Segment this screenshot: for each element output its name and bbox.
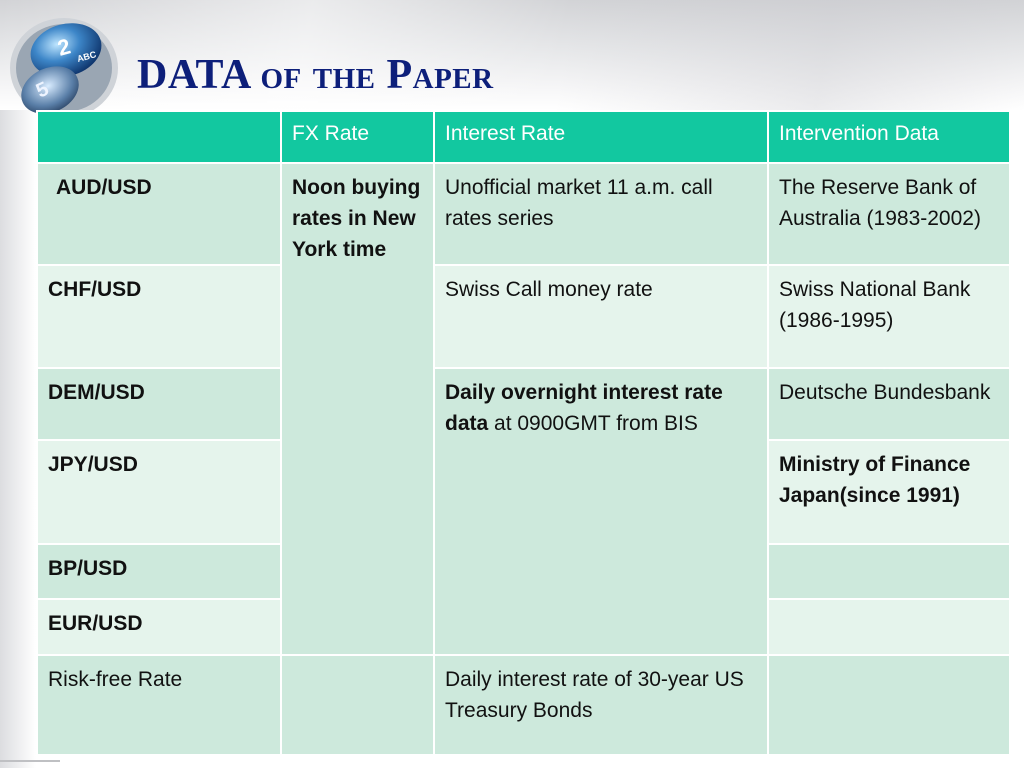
row-label-chf-usd: CHF/USD bbox=[36, 264, 282, 369]
slide-title-main: DATA bbox=[137, 52, 250, 98]
data-table: FX Rate Interest Rate Intervention Data … bbox=[36, 110, 1011, 756]
slide-footer-line bbox=[0, 760, 60, 762]
fx-rate-merged-cell: Noon buying rates in New York time bbox=[280, 162, 435, 656]
header-cell-fx-rate: FX Rate bbox=[280, 110, 435, 164]
table-row-chf-usd: CHF/USD Swiss Call money rate Swiss Nati… bbox=[36, 264, 1011, 369]
interest-rate-bis-merged-cell: Daily overnight interest rate data at 09… bbox=[433, 367, 769, 656]
bis-interest-bold: Daily overnight interest rate data bbox=[445, 381, 723, 435]
intervention-bp-usd bbox=[767, 543, 1011, 600]
intervention-jpy-usd: Ministry of Finance Japan(since 1991) bbox=[767, 439, 1011, 545]
row-label-dem-usd: DEM/USD bbox=[36, 367, 282, 441]
row-label-bp-usd: BP/USD bbox=[36, 543, 282, 600]
interest-rate-chf-usd: Swiss Call money rate bbox=[433, 264, 769, 369]
slide-title: DATA of the Paper bbox=[137, 50, 494, 100]
phone-keypad-keys-icon: 2 ABC 5 bbox=[10, 18, 118, 118]
table-header-row: FX Rate Interest Rate Intervention Data bbox=[36, 110, 1011, 164]
slide-background-sheen bbox=[0, 0, 1024, 110]
key-top-letters: ABC bbox=[76, 49, 98, 64]
intervention-aud-usd: The Reserve Bank of Australia (1983-2002… bbox=[767, 162, 1011, 266]
table-row-aud-usd: AUD/USD Noon buying rates in New York ti… bbox=[36, 162, 1011, 656]
table-row-bp-usd: BP/USD bbox=[36, 543, 1011, 600]
intervention-dem-usd: Deutsche Bundesbank bbox=[767, 367, 1011, 441]
slide-left-shade bbox=[0, 110, 36, 768]
intervention-risk-free-rate bbox=[767, 654, 1011, 756]
intervention-eur-usd bbox=[767, 598, 1011, 656]
interest-rate-aud-usd: Unofficial market 11 a.m. call rates ser… bbox=[433, 162, 769, 266]
row-label-risk-free-rate: Risk-free Rate bbox=[36, 654, 282, 756]
table-row-eur-usd: EUR/USD bbox=[36, 598, 1011, 656]
header-cell-empty bbox=[36, 110, 282, 164]
table-row-risk-free-rate: Risk-free Rate Daily interest rate of 30… bbox=[36, 654, 1011, 756]
slide-title-rest: of the Paper bbox=[260, 52, 494, 98]
interest-rate-risk-free-rate: Daily interest rate of 30-year US Treasu… bbox=[433, 654, 769, 756]
table-row-dem-usd: DEM/USD Daily overnight interest rate da… bbox=[36, 367, 1011, 656]
row-label-eur-usd: EUR/USD bbox=[36, 598, 282, 656]
header-cell-interest-rate: Interest Rate bbox=[433, 110, 769, 164]
row-label-aud-usd: AUD/USD bbox=[36, 162, 282, 266]
intervention-chf-usd: Swiss National Bank (1986-1995) bbox=[767, 264, 1011, 369]
fx-rate-risk-free-rate bbox=[280, 654, 435, 756]
row-label-jpy-usd: JPY/USD bbox=[36, 439, 282, 545]
table-row-jpy-usd: JPY/USD Ministry of Finance Japan(since … bbox=[36, 439, 1011, 545]
bis-interest-rest: at 0900GMT from BIS bbox=[488, 412, 698, 435]
header-cell-intervention-data: Intervention Data bbox=[767, 110, 1011, 164]
